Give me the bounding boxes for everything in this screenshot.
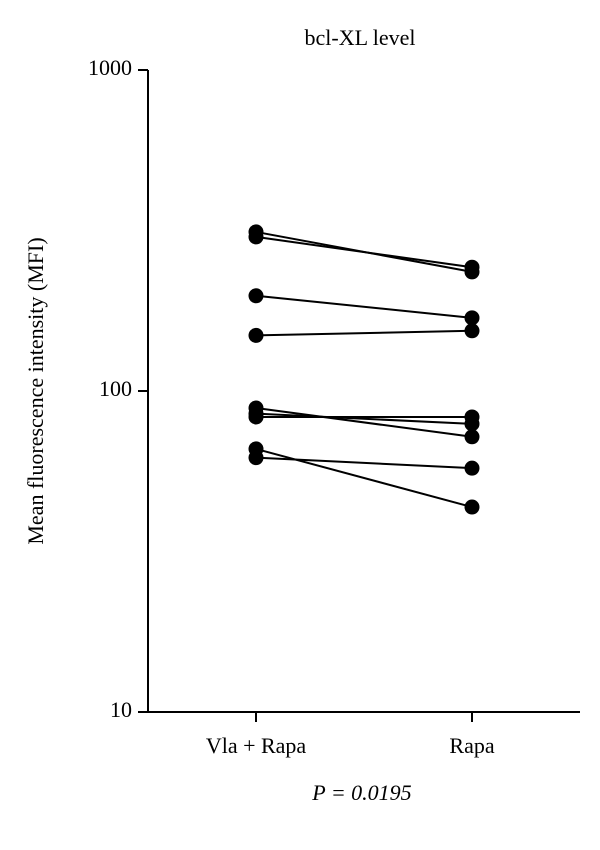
y-tick-label: 100: [99, 376, 132, 401]
pair-line: [255, 447, 473, 509]
data-point: [248, 229, 264, 245]
data-point: [464, 310, 480, 326]
data-point: [464, 499, 480, 515]
pair-line: [255, 456, 473, 470]
y-tick-label: 10: [110, 697, 132, 722]
data-point: [464, 409, 480, 425]
y-axis-label: Mean fluorescence intensity (MFI): [23, 237, 48, 544]
data-point: [248, 409, 264, 425]
p-value-annotation: P = 0.0195: [311, 780, 411, 805]
data-point: [464, 259, 480, 275]
pair-line: [255, 412, 473, 425]
y-tick-label: 1000: [88, 55, 132, 80]
data-point: [248, 450, 264, 466]
pair-line: [255, 407, 473, 438]
data-point: [248, 288, 264, 304]
pair-line: [255, 235, 473, 269]
x-tick-label: Rapa: [449, 733, 494, 758]
data-point: [464, 323, 480, 339]
data-point: [248, 327, 264, 343]
data-point: [464, 429, 480, 445]
pair-line: [255, 329, 473, 337]
data-point: [464, 460, 480, 476]
chart-title: bcl-XL level: [305, 25, 416, 50]
x-tick-label: Vla + Rapa: [206, 733, 307, 758]
pair-line: [255, 294, 473, 319]
